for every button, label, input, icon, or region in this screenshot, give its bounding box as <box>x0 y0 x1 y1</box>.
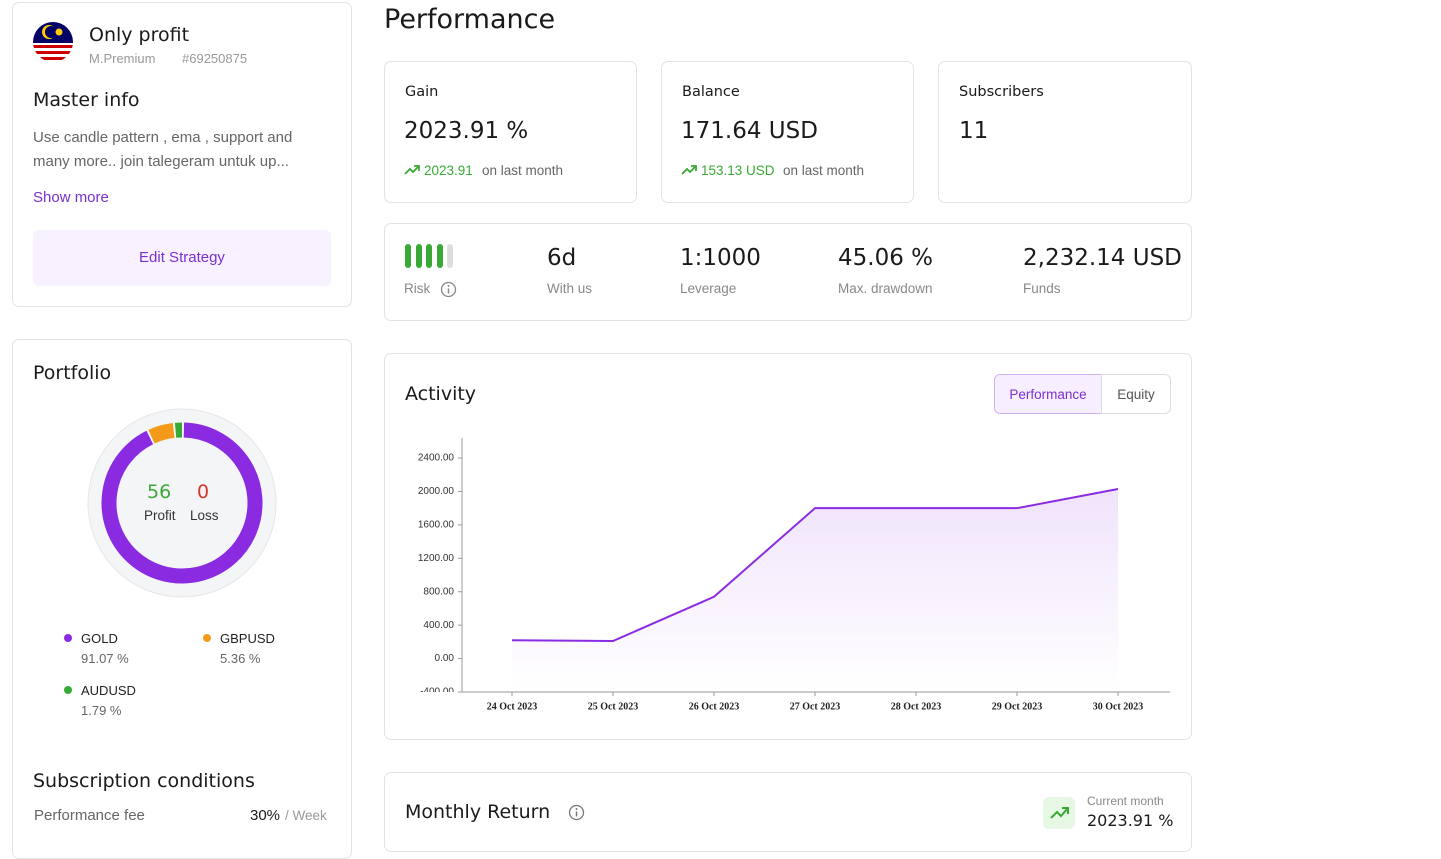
stat-label: Balance <box>682 84 740 100</box>
stat-value: 2023.91 % <box>404 118 528 144</box>
x-tick-label: 27 Oct 2023 <box>790 701 841 712</box>
metric-label: Funds <box>1023 281 1061 296</box>
trend-icon <box>681 164 697 176</box>
stat-label: Gain <box>405 84 438 100</box>
risk-label: Risk <box>404 281 430 296</box>
metric-label: Max. drawdown <box>838 281 933 296</box>
x-tick-label: 24 Oct 2023 <box>487 701 538 712</box>
section-title: Monthly Return <box>405 801 550 823</box>
metric-value: 45.06 % <box>838 245 933 271</box>
trend-icon <box>404 164 420 176</box>
fee-label: Performance fee <box>34 807 145 824</box>
info-icon <box>568 804 585 821</box>
legend-name: GBPUSD <box>220 631 275 646</box>
info-icon <box>440 281 457 298</box>
metric-value: 1:1000 <box>680 245 761 271</box>
metric-value: 2,232.14 USD <box>1023 245 1182 271</box>
stat-value: 11 <box>959 118 988 144</box>
section-title: Master info <box>33 89 140 111</box>
donut-segment <box>151 430 173 436</box>
y-tick-label: 400.00 <box>423 620 454 631</box>
section-title: Portfolio <box>33 362 111 384</box>
edit-strategy-button[interactable]: Edit Strategy <box>33 230 331 286</box>
page-title: Performance <box>384 4 555 35</box>
stat-change-note: on last month <box>783 163 864 178</box>
profit-count: 56 <box>147 481 171 503</box>
y-tick-label: -400.00 <box>420 687 454 698</box>
y-tick-label: 1200.00 <box>418 553 455 564</box>
x-tick-label: 29 Oct 2023 <box>992 701 1043 712</box>
metric-label: With us <box>547 281 592 296</box>
tab[interactable]: Equity <box>1101 374 1171 414</box>
portfolio-donut <box>82 403 282 603</box>
loss-label: Loss <box>190 508 219 523</box>
stat-label: Subscribers <box>959 84 1044 100</box>
current-month-label: Current month <box>1087 794 1164 808</box>
description: many more.. join talegeram untuk up... <box>33 153 289 170</box>
risk-bar <box>416 244 422 268</box>
x-tick-label: 30 Oct 2023 <box>1093 701 1144 712</box>
legend-value: 1.79 % <box>81 703 121 718</box>
risk-bar <box>405 244 411 268</box>
tab[interactable]: Performance <box>994 374 1102 414</box>
stat-change: 2023.91 <box>424 163 473 178</box>
risk-bar <box>426 244 432 268</box>
legend-dot <box>64 686 72 694</box>
risk-bar <box>447 244 453 268</box>
stat-change-note: on last month <box>482 163 563 178</box>
legend-dot <box>203 634 211 642</box>
page: { "profile": {"name": "Only profit", "ti… <box>0 0 1441 832</box>
account-id: #69250875 <box>182 51 247 66</box>
legend-name: AUDUSD <box>81 683 136 698</box>
trend-badge <box>1043 797 1075 829</box>
section-title: Subscription conditions <box>33 770 255 792</box>
stat-change: 153.13 USD <box>701 163 775 178</box>
tier: M.Premium <box>89 51 155 66</box>
y-tick-label: 800.00 <box>423 586 454 597</box>
metric-value: 6d <box>547 245 576 271</box>
current-month-value: 2023.91 % <box>1087 811 1173 830</box>
loss-count: 0 <box>197 481 209 503</box>
master-name: Only profit <box>89 24 189 46</box>
stat-value: 171.64 USD <box>681 118 818 144</box>
legend-value: 5.36 % <box>220 651 260 666</box>
metric-label: Leverage <box>680 281 736 296</box>
y-tick-label: 0.00 <box>435 653 455 664</box>
metrics-card <box>384 223 1192 321</box>
legend-dot <box>64 634 72 642</box>
fee-unit: / Week <box>285 808 327 823</box>
legend-value: 91.07 % <box>81 651 129 666</box>
risk-bar <box>437 244 443 268</box>
legend-name: GOLD <box>81 631 118 646</box>
show-more[interactable]: Show more <box>33 189 109 206</box>
flag <box>32 21 74 63</box>
fee-value: 30% <box>250 807 280 824</box>
description: Use candle pattern , ema , support and <box>33 129 292 146</box>
y-tick-label: 2000.00 <box>418 486 455 497</box>
area <box>512 489 1118 692</box>
y-tick-label: 1600.00 <box>418 520 455 531</box>
x-tick-label: 26 Oct 2023 <box>689 701 740 712</box>
y-tick-label: 2400.00 <box>418 453 455 464</box>
x-tick-label: 28 Oct 2023 <box>891 701 942 712</box>
profit-label: Profit <box>144 508 176 523</box>
x-tick-label: 25 Oct 2023 <box>588 701 639 712</box>
